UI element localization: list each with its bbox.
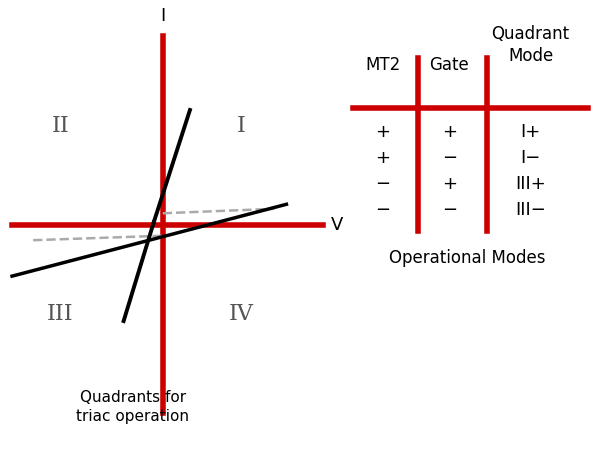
Text: I: I xyxy=(160,7,165,25)
Text: I+: I+ xyxy=(520,123,541,141)
Text: +: + xyxy=(442,175,456,193)
Text: Quadrant
Mode: Quadrant Mode xyxy=(491,25,570,65)
Text: +: + xyxy=(376,149,390,167)
Text: V: V xyxy=(330,216,343,233)
Text: II: II xyxy=(51,115,69,136)
Text: Gate: Gate xyxy=(429,56,469,74)
Text: −: − xyxy=(375,201,391,219)
Text: IV: IV xyxy=(229,304,254,325)
Text: III: III xyxy=(47,304,74,325)
Text: +: + xyxy=(442,123,456,141)
Text: −: − xyxy=(441,201,457,219)
Text: Quadrants for
triac operation: Quadrants for triac operation xyxy=(76,389,189,424)
Text: −: − xyxy=(375,175,391,193)
Text: I: I xyxy=(237,115,245,136)
Text: III−: III− xyxy=(515,201,546,219)
Text: I−: I− xyxy=(520,149,541,167)
Text: Operational Modes: Operational Modes xyxy=(389,249,546,267)
Text: +: + xyxy=(376,123,390,141)
Text: −: − xyxy=(441,149,457,167)
Text: MT2: MT2 xyxy=(365,56,400,74)
Text: III+: III+ xyxy=(516,175,546,193)
